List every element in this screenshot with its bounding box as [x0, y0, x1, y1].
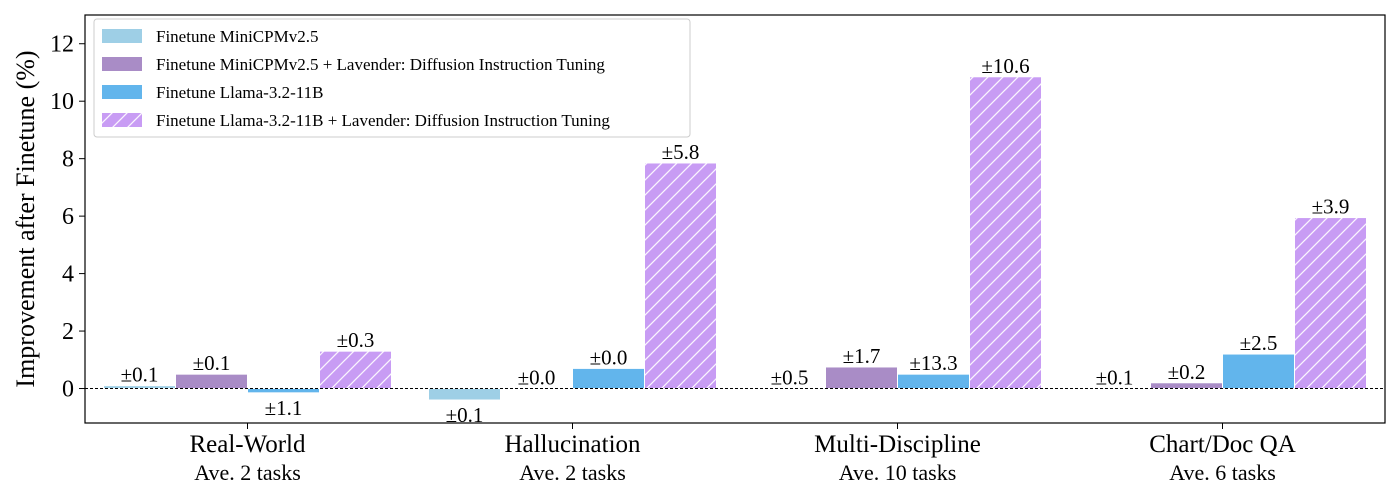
y-tick-label: 8: [62, 147, 74, 173]
bar: [428, 388, 501, 401]
bar: [175, 373, 248, 390]
bar-error-label: ±0.3: [337, 328, 375, 352]
bar-error-label: ±1.7: [843, 344, 881, 368]
bar-hatch: [319, 351, 392, 389]
x-tick-sublabel: Ave. 2 tasks: [194, 460, 301, 485]
bar-hatch: [644, 162, 717, 389]
y-tick-label: 10: [50, 89, 74, 115]
legend: Finetune MiniCPMv2.5 Finetune MiniCPMv2.5…: [93, 18, 691, 138]
bar: [1222, 353, 1295, 390]
legend-swatch: [102, 85, 142, 99]
legend-swatch-hatch: [102, 113, 142, 127]
bars-layer: [103, 76, 1367, 401]
legend-swatch: [102, 57, 142, 71]
y-axis-label: Improvement after Finetune (%): [11, 50, 40, 387]
x-tick-label: Multi-Discipline: [814, 431, 981, 458]
legend-label: Finetune Llama-3.2-11B: [156, 83, 323, 102]
labels-layer: ±0.1 ±0.1 ±1.1 ±0.3 ±0.1 ±0.0 ±0.0 ±5.8 ±0.5 ±1.7…: [121, 54, 1350, 427]
bar-error-label: ±0.2: [1168, 360, 1206, 384]
bar-error-label: ±13.3: [909, 351, 957, 375]
plot-frame: [84, 14, 1386, 424]
bar: [572, 367, 645, 390]
x-tick-label: Real-World: [189, 431, 306, 458]
x-tick-sublabel: Ave. 2 tasks: [519, 460, 626, 485]
legend-swatch: [102, 29, 142, 43]
bar-error-label: ±0.1: [121, 363, 159, 387]
bar: [825, 366, 898, 390]
legend-box: [93, 18, 691, 138]
legend-label: Finetune Llama-3.2-11B + Lavender: Diffu…: [156, 111, 610, 130]
y-tick-label: 6: [62, 204, 74, 230]
bar-error-label: ±0.1: [1096, 366, 1134, 390]
y-tick-label: 4: [62, 262, 74, 288]
bar: [897, 373, 970, 390]
bar-error-label: ±5.8: [662, 140, 700, 164]
bar-error-label: ±0.5: [771, 366, 809, 390]
legend-label: Finetune MiniCPMv2.5: [156, 27, 318, 46]
bar-hatch: [1294, 217, 1367, 389]
bar-error-label: ±0.1: [193, 351, 231, 375]
bar: [247, 388, 320, 394]
bar-error-label: ±1.1: [265, 396, 303, 420]
bar-error-label: ±0.0: [518, 366, 556, 390]
y-tick-label: 0: [62, 377, 74, 403]
bar-error-label: ±10.6: [981, 54, 1029, 78]
y-tick-label: 12: [50, 32, 74, 58]
x-tick-sublabel: Ave. 10 tasks: [839, 460, 957, 485]
x-tick-label: Chart/Doc QA: [1149, 431, 1296, 458]
x-tick-label: Hallucination: [504, 431, 641, 458]
bar-error-label: ±0.0: [590, 345, 628, 369]
bar-error-label: ±2.5: [1240, 331, 1278, 355]
y-tick-label: 2: [62, 319, 74, 345]
bar-hatch: [969, 76, 1042, 389]
bar-error-label: ±3.9: [1312, 195, 1350, 219]
legend-label: Finetune MiniCPMv2.5 + Lavender: Diffusi…: [156, 55, 605, 74]
x-tick-sublabel: Ave. 6 tasks: [1169, 460, 1276, 485]
